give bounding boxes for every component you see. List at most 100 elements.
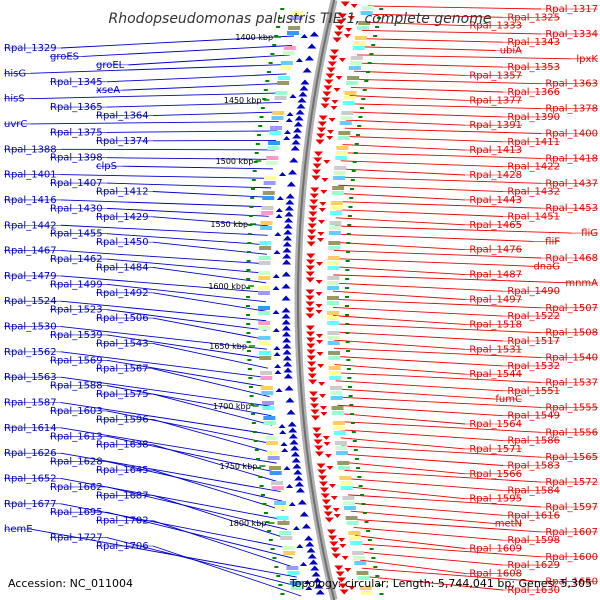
reverse-annotation-block (286, 566, 299, 570)
scale-tick-left (278, 584, 283, 586)
gene-label-reverse: Rpal_1523 (50, 305, 103, 316)
reverse-gene-arrow (296, 103, 306, 109)
label-connector (358, 46, 496, 51)
label-connector (333, 331, 504, 342)
gene-label-forward: Rpal_1422 (507, 162, 560, 173)
gene-label-forward: Rpal_1595 (469, 494, 522, 505)
forward-annotation-block (344, 91, 357, 95)
forward-gene-arrow (305, 307, 315, 313)
gene-label-forward: Rpal_1555 (545, 402, 598, 413)
gene-label-forward: fliG (581, 228, 598, 239)
reverse-gene-arrow (273, 352, 281, 356)
gene-label-reverse: Rpal_1543 (96, 338, 149, 349)
forward-gene-arrow (312, 169, 322, 175)
forward-gene-arrow (343, 34, 351, 38)
label-connector (152, 368, 270, 398)
label-connector (363, 575, 504, 591)
label-connector (344, 127, 542, 134)
scale-tick-right (354, 143, 359, 145)
gene-label-forward: Rpal_1363 (545, 79, 598, 90)
gene-label-forward: Rpal_1317 (545, 4, 598, 15)
label-connector (333, 347, 542, 359)
label-connector (343, 135, 504, 143)
forward-annotation-block (348, 66, 361, 70)
reverse-annotation-block (275, 91, 288, 95)
gene-label-reverse: Rpal_1562 (4, 347, 57, 358)
reverse-annotation-block (262, 196, 275, 200)
gene-label-forward: Rpal_1391 (469, 120, 522, 131)
reverse-gene-arrow (308, 559, 318, 565)
reverse-annotation-block (289, 581, 302, 585)
forward-annotation-block (327, 266, 340, 270)
label-connector (106, 258, 267, 274)
forward-gene-arrow (328, 118, 336, 122)
reverse-gene-arrow (282, 241, 292, 247)
gene-label-reverse: Rpal_1575 (96, 389, 149, 400)
forward-gene-arrow (309, 193, 319, 199)
label-connector (333, 258, 534, 267)
scale-tick-right (367, 62, 372, 64)
reverse-annotation-block (258, 256, 271, 260)
label-connector (335, 217, 466, 226)
forward-gene-arrow (333, 514, 341, 518)
scale-tick-left (280, 593, 285, 595)
reverse-annotation-block (269, 131, 282, 135)
gene-label-forward: Rpal_1586 (507, 436, 560, 447)
label-connector (360, 559, 466, 574)
reverse-gene-arrow (288, 169, 298, 175)
forward-gene-arrow (350, 4, 358, 8)
reverse-annotation-block (274, 501, 287, 505)
reverse-gene-arrow (290, 145, 300, 151)
forward-gene-arrow (320, 190, 328, 194)
reverse-gene-arrow (286, 409, 296, 415)
scale-tick-right (345, 260, 350, 262)
reverse-annotation-block (267, 451, 280, 455)
forward-annotation-block (327, 276, 340, 280)
gene-label-reverse: groEL (96, 60, 125, 71)
forward-gene-arrow (310, 187, 320, 193)
reverse-annotation-block (259, 246, 272, 250)
reverse-gene-arrow (283, 367, 293, 373)
scale-label: 1650 kbp (209, 342, 247, 351)
gene-label-reverse: Rpal_1530 (4, 322, 57, 333)
label-connector (343, 461, 466, 475)
label-connector (106, 207, 269, 217)
forward-gene-arrow (305, 289, 315, 295)
reverse-gene-arrow (297, 499, 307, 505)
scale-label: 1700 kbp (213, 402, 251, 411)
label-connector (152, 444, 280, 483)
gene-label-reverse: Rpal_1364 (96, 111, 149, 122)
label-connector (362, 29, 542, 35)
label-connector (106, 73, 287, 83)
forward-gene-arrow (323, 85, 333, 91)
scale-tick-right (369, 53, 374, 55)
forward-annotation-block (329, 376, 342, 380)
forward-annotation-block (359, 586, 372, 590)
label-connector (152, 520, 295, 568)
forward-gene-arrow (332, 508, 340, 512)
reverse-gene-arrow (294, 481, 304, 487)
forward-annotation-block (327, 341, 340, 345)
gene-label-forward: Rpal_1357 (469, 70, 522, 81)
forward-gene-arrow (323, 442, 331, 446)
label-connector (60, 174, 272, 179)
label-connector (342, 453, 504, 466)
forward-gene-arrow (309, 391, 319, 397)
label-connector (60, 503, 291, 549)
forward-annotation-block (339, 121, 352, 125)
forward-gene-arrow (306, 253, 316, 259)
scale-tick-right (354, 458, 359, 460)
forward-gene-arrow (319, 394, 327, 398)
label-connector (333, 315, 466, 325)
reverse-gene-arrow (281, 313, 291, 319)
reverse-annotation-block (265, 161, 278, 165)
scale-tick-left (251, 413, 256, 415)
gene-label-reverse: Rpal_1563 (4, 372, 57, 383)
forward-annotation-block (327, 301, 340, 305)
gene-label-forward: Rpal_1609 (469, 544, 522, 555)
scale-tick-left (270, 53, 275, 55)
reverse-gene-arrow (305, 586, 313, 590)
gene-label-reverse: Rpal_1628 (50, 457, 103, 468)
reverse-gene-arrow (285, 118, 293, 122)
forward-annotation-block (343, 96, 356, 100)
